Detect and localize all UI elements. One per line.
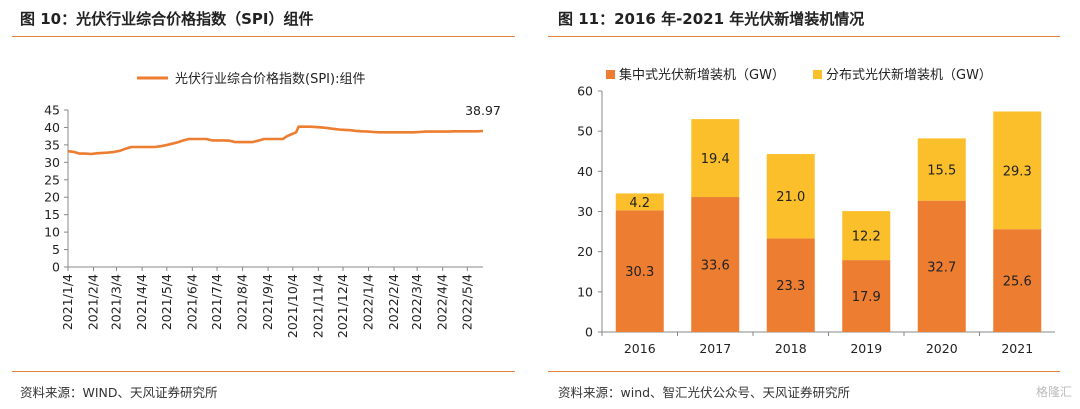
watermark-logo: 格隆汇 <box>1035 385 1072 399</box>
bar-y-tick-label: 20 <box>577 244 593 259</box>
centralized-bar <box>993 229 1042 332</box>
centralized-bar-label: 23.3 <box>776 279 805 294</box>
legend-label-centralized: 集中式光伏新增装机（GW） <box>619 67 785 83</box>
bar-y-tick-label: 10 <box>577 284 593 299</box>
bar-y-tick-label: 0 <box>585 325 593 340</box>
centralized-bar-label: 17.9 <box>852 290 881 305</box>
line-y-tick-label: 5 <box>52 242 60 257</box>
right-title-rule <box>548 36 1060 37</box>
distributed-bar-label: 12.2 <box>852 230 881 245</box>
legend-swatch-distributed <box>813 70 822 79</box>
line-x-tick-label: 2021/11/4 <box>310 274 325 338</box>
distributed-bar <box>766 154 815 239</box>
line-x-tick-label: 2021/4/4 <box>134 274 149 330</box>
line-y-tick-label: 0 <box>52 260 60 275</box>
spi-series-line <box>67 125 484 156</box>
left-chart-title: 图 10：光伏行业综合价格指数（SPI）组件 <box>20 10 314 28</box>
line-x-tick-label: 2021/2/4 <box>86 274 101 330</box>
centralized-bar <box>691 197 740 332</box>
centralized-bar-label: 25.6 <box>1003 275 1032 290</box>
centralized-bar-label: 32.7 <box>927 260 956 275</box>
bar-y-tick-label: 30 <box>577 204 593 219</box>
distributed-bar-label: 29.3 <box>1003 164 1032 179</box>
centralized-bar-label: 30.3 <box>625 265 654 280</box>
line-x-tick-label: 2021/12/4 <box>335 274 350 338</box>
distributed-bar-label: 19.4 <box>701 152 730 167</box>
bar-x-tick-label: 2018 <box>775 341 807 356</box>
line-x-tick-label: 2022/3/4 <box>409 274 424 330</box>
right-chart-title: 图 11：2016 年-2021 年光伏新增装机情况 <box>558 10 865 28</box>
pv-installation-bar-chart: 0 10 20 30 40 50 60 2016 30.3 4.2 2017 33.6 19.4 2018… <box>577 67 1055 356</box>
centralized-bar <box>917 200 966 332</box>
line-x-tick-label: 2021/9/4 <box>260 274 275 330</box>
line-y-tick-label: 25 <box>44 172 60 187</box>
right-source-note: 资料来源：wind、智汇光伏公众号、天风证券研究所 <box>558 385 851 400</box>
spi-end-value-label: 38.97 <box>465 103 501 118</box>
centralized-bar <box>842 260 891 332</box>
line-y-tick-label: 35 <box>44 137 60 152</box>
distributed-bar <box>993 111 1042 230</box>
bar-x-tick-label: 2021 <box>1001 341 1033 356</box>
line-x-tick-label: 2022/5/4 <box>459 274 474 330</box>
line-x-tick-label: 2021/1/4 <box>60 274 75 330</box>
distributed-bar <box>615 193 664 211</box>
bar-y-tick-label: 40 <box>577 164 593 179</box>
line-x-tick-label: 2021/10/4 <box>285 274 300 338</box>
line-x-tick-label: 2021/7/4 <box>209 274 224 330</box>
right-footer-rule <box>548 371 1060 372</box>
bar-x-tick-label: 2016 <box>624 341 656 356</box>
line-x-tick-label: 2022/2/4 <box>386 274 401 330</box>
line-x-tick-label: 2021/3/4 <box>109 274 124 330</box>
spi-line-chart: 0 5 10 15 20 25 30 35 40 45 2021/1/4 2021/2/4 2021/3… <box>44 71 501 338</box>
centralized-bar-label: 33.6 <box>701 259 730 274</box>
line-y-tick-label: 10 <box>44 225 60 240</box>
centralized-bar <box>615 210 664 332</box>
centralized-bar <box>766 238 815 332</box>
bar-x-tick-label: 2020 <box>926 341 958 356</box>
distributed-bar <box>917 138 966 201</box>
distributed-bar-label: 15.5 <box>927 164 956 179</box>
line-y-tick-label: 40 <box>44 120 60 135</box>
bar-y-tick-label: 60 <box>577 84 593 99</box>
distributed-bar-label: 21.0 <box>776 190 805 205</box>
line-y-tick-label: 15 <box>44 207 60 222</box>
distributed-bar <box>842 211 891 261</box>
bar-x-tick-label: 2017 <box>699 341 731 356</box>
bar-y-tick-label: 50 <box>577 124 593 139</box>
line-y-tick-label: 45 <box>44 103 60 118</box>
legend-label-distributed: 分布式光伏新增装机（GW） <box>826 67 992 83</box>
distributed-bar-label: 4.2 <box>629 196 650 211</box>
legend-swatch-centralized <box>606 70 615 79</box>
line-legend-label: 光伏行业综合价格指数(SPI):组件 <box>175 71 365 87</box>
line-y-tick-label: 30 <box>44 155 60 170</box>
line-y-tick-label: 20 <box>44 190 60 205</box>
left-title-rule <box>12 36 515 37</box>
left-footer-rule <box>12 371 515 372</box>
line-x-tick-label: 2021/6/4 <box>184 274 199 330</box>
line-x-tick-label: 2022/4/4 <box>435 274 450 330</box>
line-x-tick-label: 2022/1/4 <box>361 274 376 330</box>
distributed-bar <box>691 119 740 198</box>
bar-x-tick-label: 2019 <box>850 341 882 356</box>
line-x-tick-label: 2021/5/4 <box>159 274 174 330</box>
line-x-tick-label: 2021/8/4 <box>235 274 250 330</box>
left-source-note: 资料来源：WIND、天风证券研究所 <box>20 385 218 400</box>
